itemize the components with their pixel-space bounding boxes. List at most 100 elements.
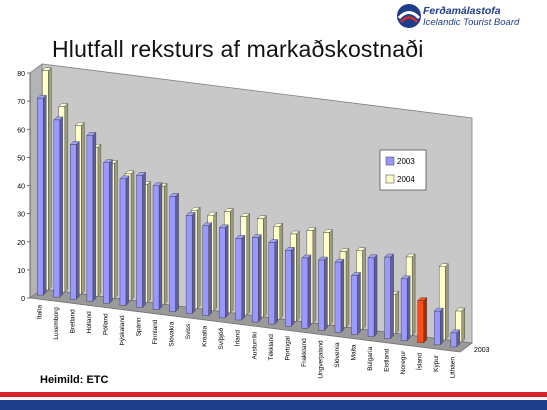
bar-2004-0-side <box>48 67 52 291</box>
bar-2003-12 <box>235 238 242 321</box>
bar-2003-0-side <box>43 94 47 296</box>
y-tick-label: 10 <box>17 268 25 275</box>
x-tick-label: Bretland <box>69 309 76 334</box>
bar-2003-8-side <box>175 192 179 313</box>
bar-2003-23-side <box>423 297 427 344</box>
bar-2003-5 <box>119 178 127 306</box>
bar-2003-15-side <box>291 246 295 327</box>
bar-2003-21-side <box>390 253 394 340</box>
y-tick-label: 0 <box>21 296 25 303</box>
y-tick-label: 40 <box>17 184 25 191</box>
page-title: Hlutfall reksturs af markaðskostnaði <box>52 36 424 62</box>
bar-2004-9-side <box>196 206 201 310</box>
bar-2003-13 <box>252 237 259 323</box>
bar-2003-14-side <box>274 239 279 325</box>
bar-2003-4-side <box>109 159 113 304</box>
bar-2003-7-side <box>158 182 163 311</box>
y-tick-label: 20 <box>17 240 25 247</box>
bar-2003-14 <box>268 242 276 325</box>
logo-line2: Icelandic Tourist Board <box>423 17 520 28</box>
bar-2004-7-side <box>163 182 168 306</box>
bar-2004-2-side <box>81 121 85 295</box>
bar-2003-1 <box>53 119 61 298</box>
bar-2004-25-side <box>461 307 465 343</box>
bar-2003-12-side <box>241 234 245 321</box>
x-tick-label: Ungverjaland <box>317 340 324 379</box>
bar-2004-4-side <box>114 159 118 299</box>
x-tick-label: Frakkland <box>301 338 308 367</box>
bar-2003-2-side <box>76 141 80 300</box>
x-tick-label: Króatía <box>202 325 209 346</box>
bar-2003-24 <box>433 310 441 346</box>
bar-2003-24-side <box>439 307 444 346</box>
legend-label-2004: 2004 <box>397 175 415 184</box>
bar-2004-11-side <box>229 208 234 314</box>
bar-2003-0 <box>37 97 44 296</box>
y-tick-label: 70 <box>17 99 25 106</box>
bar-2003-10 <box>202 225 209 317</box>
bar-2003-6 <box>136 175 143 308</box>
bar-2003-18-side <box>340 258 345 333</box>
bar-2003-20-side <box>373 254 378 338</box>
bar-2004-19-side <box>362 247 366 330</box>
x-tick-label: Pólland <box>102 313 109 335</box>
bar-2004-14-side <box>279 222 284 320</box>
bar-2003-5-side <box>125 175 130 306</box>
bar-2003-16-side <box>307 254 312 329</box>
footer-stripe-blue <box>0 400 547 410</box>
y-tick-label: 80 <box>17 71 25 78</box>
depth-axis-label: 2003 <box>474 347 490 354</box>
logo-line1: Ferðamálastofa <box>423 5 501 17</box>
bar-2004-13-side <box>263 215 267 318</box>
x-tick-label: Írland <box>233 330 242 347</box>
bar-2004-6-side <box>147 180 151 303</box>
bar-2004-3-side <box>97 143 102 297</box>
bar-2003-9-side <box>191 211 196 315</box>
bar-2003-18 <box>334 261 342 333</box>
x-tick-label: Malta <box>351 344 358 360</box>
bar-2003-25 <box>450 332 457 348</box>
bar-2003-10-side <box>208 222 212 317</box>
legend-swatch-2004 <box>385 174 395 184</box>
legend-box <box>379 149 427 191</box>
y-tick-label: 50 <box>17 155 25 162</box>
x-tick-label: Slóvenía <box>334 342 341 368</box>
bar-2004-5-side <box>130 170 135 301</box>
footer-stripe-red <box>0 392 547 397</box>
source-label: Heimild: ETC <box>40 374 109 386</box>
bar-2003-16 <box>301 257 309 329</box>
bar-2004-21-side <box>395 290 399 335</box>
bar-2003-21 <box>384 256 391 339</box>
bar-2003-3-side <box>92 131 97 302</box>
legend-swatch-2003 <box>385 156 395 166</box>
x-tick-label: Búlgaría <box>367 346 374 371</box>
x-tick-label: Þýskaland <box>119 315 126 345</box>
logo: Ferðamálastofa Icelandic Tourist Board <box>396 2 546 32</box>
bar-2003-20 <box>367 257 375 337</box>
bar-2004-24-side <box>444 263 449 341</box>
logo-icon <box>397 4 421 28</box>
x-tick-label: Tékkland <box>268 334 275 361</box>
bar-2003-9 <box>185 215 193 314</box>
x-tick-label: Svíþjóð <box>217 328 225 350</box>
x-tick-label: Kýpur <box>433 354 440 372</box>
x-tick-label: Litháen <box>450 357 457 379</box>
bar-2004-15-side <box>296 230 300 322</box>
y-tick-label: 30 <box>17 212 25 219</box>
bar-2003-17 <box>318 259 325 331</box>
bar-2003-15 <box>285 250 292 327</box>
bar-2003-13-side <box>258 234 262 323</box>
bar-2003-11-side <box>224 224 229 319</box>
bar-2003-2 <box>70 144 77 300</box>
bar-2003-6-side <box>142 171 146 308</box>
bar-2004-22-side <box>411 253 416 337</box>
x-tick-label: Finnland <box>152 319 159 344</box>
x-tick-label: Sviss <box>185 323 192 339</box>
legend-label-2003: 2003 <box>397 157 415 166</box>
bar-2003-1-side <box>59 116 64 298</box>
bar-2004-12-side <box>246 213 250 316</box>
bar-2003-23 <box>417 300 424 344</box>
bar-2003-8 <box>169 196 176 312</box>
bar-2003-7 <box>152 185 160 310</box>
